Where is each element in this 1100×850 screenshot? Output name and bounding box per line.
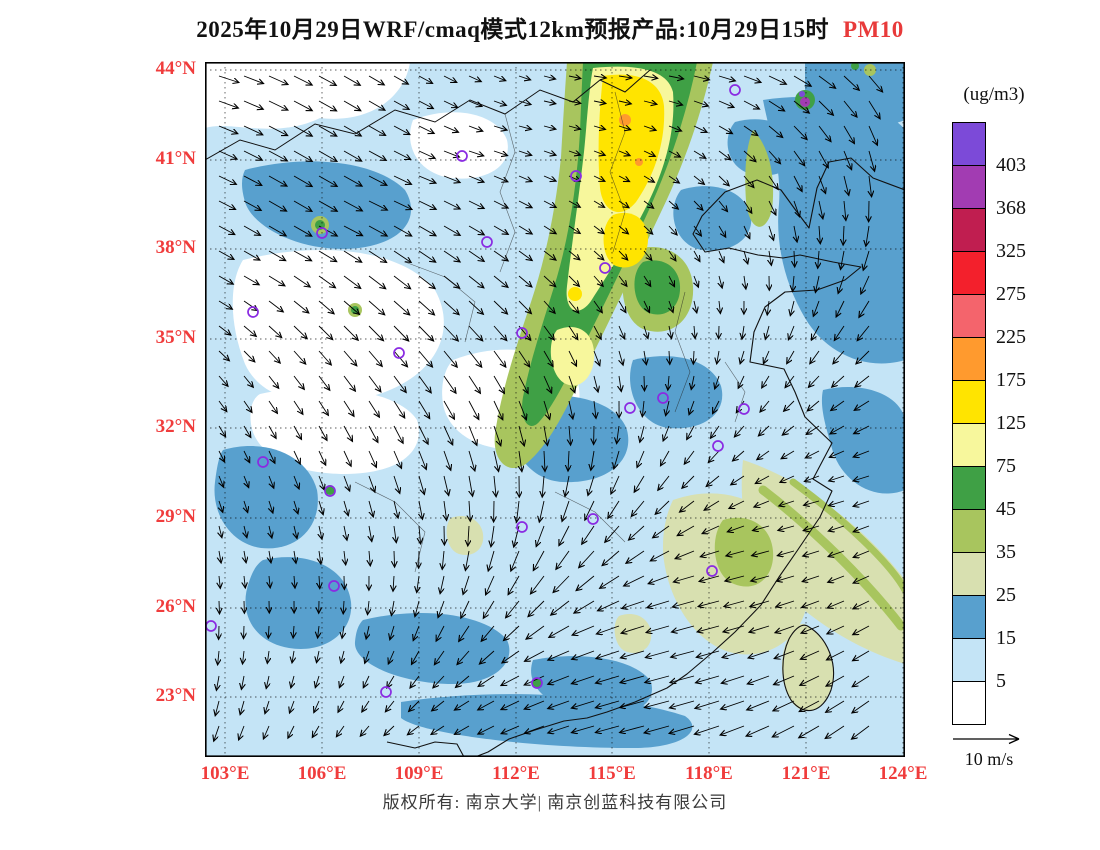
lat-label-41n: 41°N <box>155 148 196 169</box>
station-marker <box>456 150 468 162</box>
copyright-footer: 版权所有: 南京大学| 南京创蓝科技有限公司 <box>382 793 728 812</box>
lon-label-115e: 115°E <box>588 763 636 784</box>
title-species: PM10 <box>843 17 904 42</box>
page-title: 2025年10月29日WRF/cmaq模式12km预报产品:10月29日15时 P… <box>0 10 1100 44</box>
colorbar-tick-label: 45 <box>996 498 1016 520</box>
station-marker <box>516 521 528 533</box>
pm10-field <box>205 62 909 757</box>
colorbar-tick-label: 15 <box>996 627 1016 649</box>
colorbar-tick-label: 125 <box>996 412 1026 434</box>
colorbar-segment <box>952 380 986 424</box>
colorbar-scale: 403 368 325 275 225 175 125 75 45 35 25 15 5 <box>952 122 1026 725</box>
station-marker <box>516 327 528 339</box>
station-marker <box>481 236 493 248</box>
lon-label-124e: 124°E <box>878 763 928 784</box>
station-marker <box>531 677 543 689</box>
colorbar-tick-label: 325 <box>996 240 1026 262</box>
lon-label-109e: 109°E <box>394 763 444 784</box>
station-markers <box>205 84 750 698</box>
station-marker <box>328 580 340 592</box>
colorbar-tick-label: 5 <box>996 670 1006 692</box>
colorbar-unit-label: (ug/m3) <box>963 84 1025 105</box>
national-border <box>204 69 651 161</box>
lat-label-44n: 44°N <box>155 58 196 79</box>
colorbar-segment <box>952 122 986 166</box>
station-marker <box>657 392 669 404</box>
coastline <box>386 157 906 758</box>
map-border <box>205 62 906 758</box>
station-marker <box>587 513 599 525</box>
colorbar-tick-label: 225 <box>996 326 1026 348</box>
station-marker <box>712 440 724 452</box>
colorbar-segment <box>952 509 986 553</box>
station-marker <box>316 227 328 239</box>
map-canvas <box>204 62 909 758</box>
lat-label-23n: 23°N <box>155 685 196 706</box>
lat-label-29n: 29°N <box>155 506 196 527</box>
high-value-specks <box>799 91 810 107</box>
lat-label-26n: 26°N <box>155 596 196 617</box>
colorbar-segment <box>952 294 986 338</box>
lat-label-35n: 35°N <box>155 327 196 348</box>
station-marker <box>247 306 259 318</box>
colorbar-segment <box>952 595 986 639</box>
colorbar-tick-label: 175 <box>996 369 1026 391</box>
colorbar-segment <box>952 466 986 510</box>
colorbar-segment <box>952 208 986 252</box>
colorbar-tick-label: 368 <box>996 197 1026 219</box>
lat-label-38n: 38°N <box>155 237 196 258</box>
lon-label-121e: 121°E <box>781 763 831 784</box>
colorbar-tick-label: 403 <box>996 154 1026 176</box>
station-marker <box>706 565 718 577</box>
station-marker <box>380 686 392 698</box>
colorbar-segment <box>952 251 986 295</box>
colorbar: (ug/m3) 403 368 325 275 225 175 125 75 45 35 25 15 5 <box>948 84 1098 725</box>
lon-label-112e: 112°E <box>492 763 540 784</box>
colorbar-tick-label: 25 <box>996 584 1016 606</box>
colorbar-segment <box>952 165 986 209</box>
station-marker <box>570 170 582 182</box>
wind-reference-arrow-icon <box>953 733 1020 745</box>
colorbar-segment <box>952 423 986 467</box>
colorbar-tick-label: 35 <box>996 541 1016 563</box>
wind-speed-label: 10 m/s <box>964 749 1014 769</box>
colorbar-tick-label: 275 <box>996 283 1026 305</box>
lon-label-106e: 106°E <box>297 763 347 784</box>
colorbar-segment <box>952 552 986 596</box>
lon-label-103e: 103°E <box>200 763 250 784</box>
station-marker <box>729 84 741 96</box>
station-marker <box>599 262 611 274</box>
station-marker <box>624 402 636 414</box>
title-text: 2025年10月29日WRF/cmaq模式12km预报产品:10月29日15时 <box>196 17 830 42</box>
colorbar-tick-label: 75 <box>996 455 1016 477</box>
colorbar-segment <box>952 337 986 381</box>
station-marker <box>393 347 405 359</box>
wind-speed-legend: 10 m/s <box>944 730 1034 770</box>
pm10-forecast-map <box>204 62 909 758</box>
colorbar-segment <box>952 638 986 682</box>
station-marker <box>257 456 269 468</box>
wind-vector-arrows <box>214 76 883 741</box>
station-marker <box>324 485 336 497</box>
lon-label-118e: 118°E <box>685 763 733 784</box>
colorbar-segment <box>952 681 986 725</box>
lat-label-32n: 32°N <box>155 416 196 437</box>
station-marker <box>738 403 750 415</box>
